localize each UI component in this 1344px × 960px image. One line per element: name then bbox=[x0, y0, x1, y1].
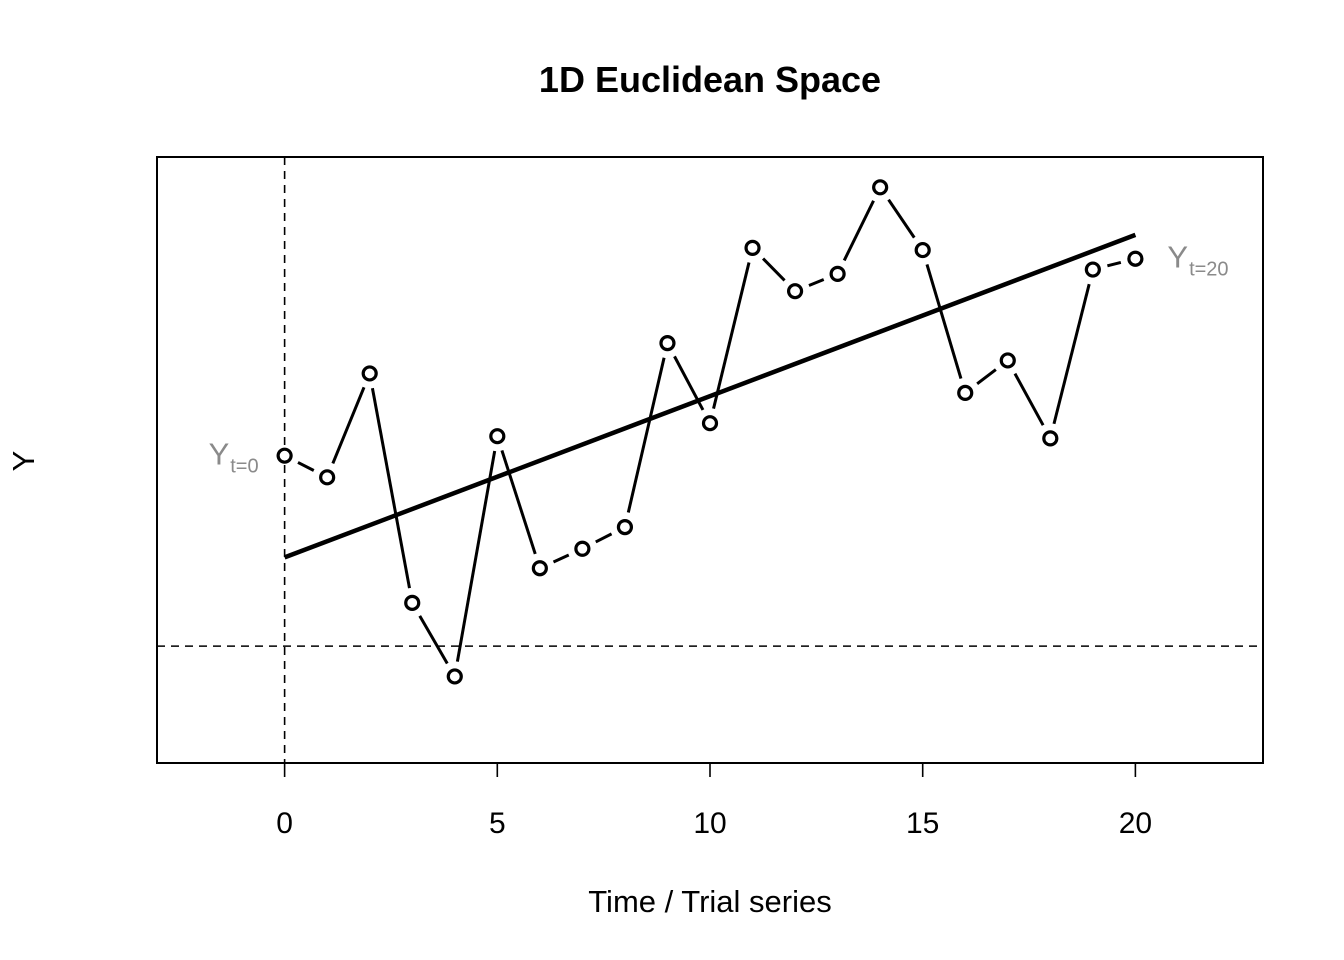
data-point bbox=[574, 540, 591, 557]
series-segment bbox=[842, 200, 875, 262]
data-point bbox=[1042, 430, 1059, 447]
data-point bbox=[276, 447, 293, 464]
data-point bbox=[616, 518, 634, 536]
series-segment bbox=[1013, 372, 1045, 426]
data-point bbox=[1084, 261, 1101, 278]
x-tick-label: 20 bbox=[1119, 807, 1152, 840]
series-segment bbox=[455, 450, 497, 662]
trend-line-group bbox=[283, 232, 1137, 560]
series-segment bbox=[1107, 260, 1122, 268]
data-point bbox=[659, 335, 676, 352]
series-segment bbox=[595, 532, 613, 544]
data-point bbox=[489, 428, 506, 445]
data-point bbox=[829, 265, 846, 282]
trend-line bbox=[283, 232, 1137, 560]
data-point bbox=[914, 241, 931, 259]
x-tick-label: 5 bbox=[489, 807, 506, 840]
series-segment bbox=[712, 262, 751, 409]
data-point bbox=[786, 283, 804, 300]
data-point bbox=[744, 239, 761, 256]
data-point bbox=[404, 594, 421, 611]
annotation-label: Yt=0 bbox=[209, 437, 259, 478]
x-axis-ticks: 0 5 10 15 20 bbox=[276, 763, 1152, 840]
x-tick-label: 15 bbox=[906, 807, 939, 840]
data-point bbox=[957, 384, 974, 402]
series-segment bbox=[887, 198, 916, 239]
series-segment bbox=[976, 368, 997, 385]
series-segment bbox=[808, 278, 825, 287]
data-point bbox=[319, 469, 336, 486]
x-tick-label: 10 bbox=[693, 807, 726, 840]
annotation-label: Yt=20 bbox=[1167, 240, 1228, 281]
data-point bbox=[446, 668, 463, 685]
x-tick-label: 0 bbox=[276, 807, 293, 840]
annotation-subscript: t=0 bbox=[230, 456, 258, 478]
series-segment bbox=[418, 615, 449, 665]
series-segment bbox=[500, 450, 537, 555]
data-point bbox=[999, 352, 1016, 369]
annotations: Yt=0Yt=20 bbox=[209, 240, 1229, 478]
series-segment bbox=[297, 461, 315, 472]
annotation-subscript: t=20 bbox=[1189, 259, 1228, 281]
y-axis-label: Y bbox=[6, 451, 41, 472]
series-segment bbox=[552, 553, 570, 564]
series-segment bbox=[626, 357, 666, 513]
data-point bbox=[701, 415, 719, 432]
series-segment bbox=[761, 257, 786, 282]
data-point bbox=[531, 560, 548, 577]
data-point bbox=[1127, 250, 1144, 267]
series-segment bbox=[1052, 283, 1091, 425]
annotation-base: Y bbox=[209, 437, 230, 472]
reference-lines bbox=[157, 157, 1263, 763]
data-point bbox=[361, 365, 378, 382]
data-point bbox=[872, 179, 889, 196]
annotation-base: Y bbox=[1167, 240, 1188, 275]
chart-title: 1D Euclidean Space bbox=[539, 59, 881, 100]
series-segment bbox=[673, 355, 705, 411]
series-segment bbox=[331, 386, 366, 465]
x-axis-label: Time / Trial series bbox=[588, 884, 831, 919]
series-group bbox=[276, 179, 1144, 685]
series-segment bbox=[925, 264, 963, 379]
series-segment bbox=[370, 387, 411, 589]
